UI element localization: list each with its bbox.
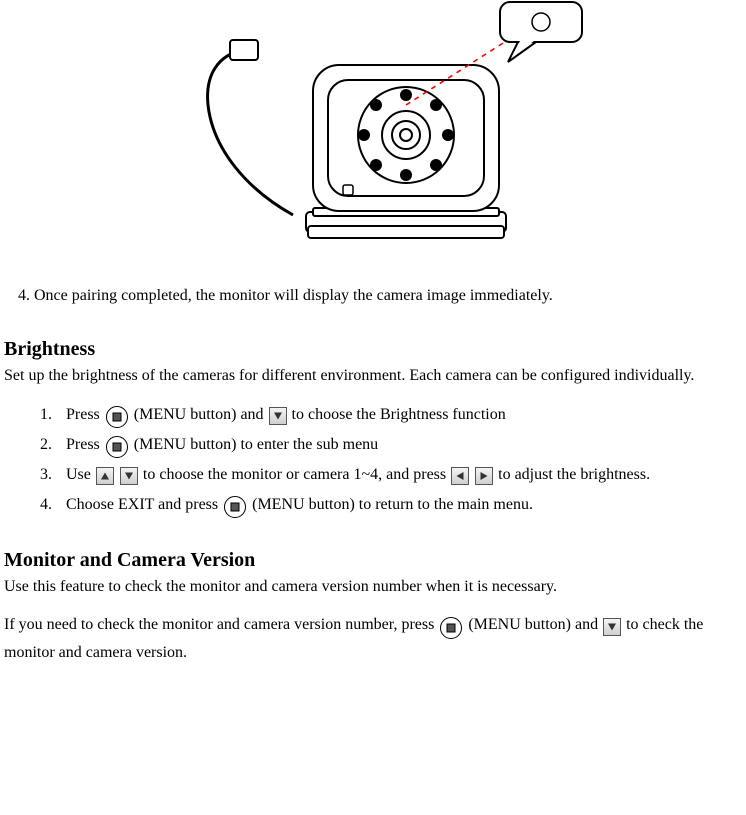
b3-b: to choose the monitor or camera 1~4, and… <box>143 466 450 483</box>
front-sensor <box>343 185 353 195</box>
arrow-down-icon <box>603 618 621 636</box>
brightness-intro: Set up the brightness of the cameras for… <box>4 365 742 387</box>
step4-number: 4. <box>18 287 30 304</box>
version-instruction: If you need to check the monitor and cam… <box>4 611 742 667</box>
b4-b: (MENU button) to return to the main menu… <box>252 496 533 513</box>
b2-b: (MENU button) to enter the sub menu <box>134 436 378 453</box>
b3-a: Use <box>66 466 95 483</box>
camera-cable <box>208 50 293 215</box>
camera-base-lower <box>308 226 504 238</box>
b1-b: (MENU button) and <box>134 406 268 423</box>
brightness-step-3: Use to choose the monitor or camera 1~4,… <box>56 461 742 489</box>
b1-a: Press <box>66 406 104 423</box>
lens-inner <box>400 129 412 141</box>
arrow-right-icon <box>475 467 493 485</box>
b1-c: to choose the Brightness function <box>292 406 506 423</box>
cable-connector <box>230 40 258 60</box>
b4-a: Choose EXIT and press <box>66 496 222 513</box>
brightness-step-1: Press (MENU button) and to choose the Br… <box>56 401 742 429</box>
brightness-steps: Press (MENU button) and to choose the Br… <box>4 401 742 519</box>
arrow-left-icon <box>451 467 469 485</box>
version-intro: Use this feature to check the monitor an… <box>4 576 742 598</box>
arrow-down-icon <box>120 467 138 485</box>
b2-a: Press <box>66 436 104 453</box>
menu-button-icon <box>224 496 246 518</box>
menu-button-icon <box>106 436 128 458</box>
b3-c: to adjust the brightness. <box>498 466 650 483</box>
v-a: If you need to check the monitor and cam… <box>4 616 438 633</box>
brightness-step-4: Choose EXIT and press (MENU button) to r… <box>56 491 742 519</box>
brightness-step-2: Press (MENU button) to enter the sub men… <box>56 431 742 459</box>
camera-figure <box>4 0 742 267</box>
brightness-heading: Brightness <box>4 336 742 363</box>
v-b: (MENU button) and <box>468 616 602 633</box>
step4-text: Once pairing completed, the monitor will… <box>34 287 553 304</box>
menu-button-icon <box>440 617 462 639</box>
version-heading: Monitor and Camera Version <box>4 547 742 574</box>
arrow-down-icon <box>269 407 287 425</box>
pairing-step-4: 4. Once pairing completed, the monitor w… <box>4 285 742 307</box>
menu-button-icon <box>106 406 128 428</box>
pairing-button-icon <box>532 13 550 31</box>
camera-svg <box>158 0 588 260</box>
arrow-up-icon <box>96 467 114 485</box>
